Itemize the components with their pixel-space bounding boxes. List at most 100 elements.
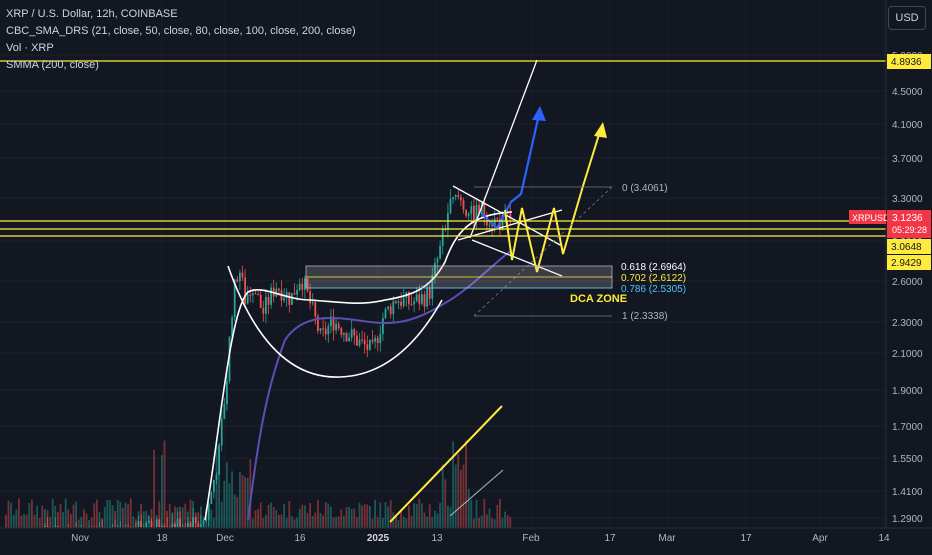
volume-bar-99 <box>262 518 264 528</box>
candle-body-83 <box>221 419 223 446</box>
yellow-projection-path <box>505 128 601 272</box>
candle-body-117 <box>309 291 311 303</box>
currency-button[interactable]: USD <box>888 6 926 30</box>
volume-bar-97 <box>257 509 259 528</box>
volume-bar-142 <box>374 500 376 528</box>
time-tick-3: 16 <box>294 533 306 544</box>
volume-bar-8 <box>26 515 28 528</box>
candle-body-58 <box>156 520 158 527</box>
volume-bar-83 <box>221 502 223 528</box>
price-axis[interactable]: 5.00004.50004.10003.70003.30002.90002.60… <box>886 0 932 550</box>
time-tick-8: Mar <box>658 533 676 544</box>
candlesticks <box>27 189 511 528</box>
symbol-tag-text: XRPUSD <box>852 213 890 223</box>
level-tag-3.0648-text: 3.0648 <box>891 242 922 253</box>
volume-bar-192 <box>504 512 506 528</box>
volume-bar-161 <box>424 513 426 528</box>
candle-body-101 <box>268 297 270 305</box>
candle-body-147 <box>387 306 389 308</box>
legend-indicator-smma[interactable]: SMMA (200, close) <box>6 57 356 74</box>
volume-bar-30 <box>83 509 85 528</box>
volume-bar-63 <box>169 504 171 528</box>
volume-bar-101 <box>268 505 270 528</box>
volume-bar-133 <box>351 509 353 528</box>
candle-body-93 <box>247 295 249 304</box>
volume-bar-23 <box>65 498 67 528</box>
volume-bar-1 <box>8 501 10 528</box>
candle-body-158 <box>416 294 418 301</box>
candle-body-168 <box>442 229 444 246</box>
price-tick-10: 1.7000 <box>892 422 923 433</box>
volume-bar-105 <box>278 515 280 528</box>
candle-body-112 <box>296 290 298 295</box>
candle-body-96 <box>255 293 257 294</box>
volume-bar-138 <box>364 504 366 528</box>
volume-bar-160 <box>421 503 423 528</box>
volume-bar-118 <box>312 516 314 528</box>
volume-bar-132 <box>348 507 350 528</box>
fib-label-0702: 0.702 (2.6122) <box>621 273 686 284</box>
volume-bar-108 <box>286 518 288 528</box>
candle-body-51 <box>138 521 140 527</box>
volume-bar-39 <box>106 500 108 528</box>
candle-body-160 <box>421 294 423 303</box>
volume-bar-5 <box>18 499 20 528</box>
candle-body-64 <box>171 524 173 527</box>
time-tick-2: Dec <box>216 533 234 544</box>
volume-bar-141 <box>372 519 374 528</box>
candle-body-61 <box>164 526 166 527</box>
time-tick-9: 17 <box>740 533 752 544</box>
candle-body-148 <box>390 306 392 314</box>
volume-bar-186 <box>489 509 491 528</box>
candle-body-102 <box>270 288 272 305</box>
candle-body-15 <box>44 526 46 527</box>
candle-body-67 <box>179 519 181 527</box>
volume-bar-168 <box>442 464 444 528</box>
volume-bar-131 <box>346 507 348 528</box>
candle-body-54 <box>145 523 147 527</box>
legend-symbol[interactable]: XRP / U.S. Dollar, 12h, COINBASE <box>6 6 356 23</box>
volume-bar-79 <box>210 509 212 528</box>
candle-body-84 <box>223 404 225 418</box>
candle-body-74 <box>197 523 199 527</box>
volume-bar-148 <box>390 500 392 528</box>
volume-bar-134 <box>353 508 355 528</box>
legend-indicator-sma[interactable]: CBC_SMA_DRS (21, close, 50, close, 80, c… <box>6 23 356 40</box>
volume-bar-95 <box>252 519 254 528</box>
candle-body-150 <box>395 301 397 303</box>
price-tick-7: 2.3000 <box>892 318 923 329</box>
candle-body-94 <box>249 295 251 296</box>
candle-body-139 <box>366 344 368 349</box>
candle-body-173 <box>455 195 457 197</box>
legend-indicator-volume[interactable]: Vol · XRP <box>6 40 356 57</box>
volume-bar-171 <box>450 507 452 528</box>
volume-bar-89 <box>236 497 238 528</box>
price-tick-8: 2.1000 <box>892 349 923 360</box>
volume-bar-87 <box>231 471 233 528</box>
candle-body-159 <box>418 294 420 303</box>
volume-bar-151 <box>398 520 400 528</box>
volume-bar-189 <box>496 505 498 528</box>
candle-body-189 <box>496 218 498 219</box>
volume-bar-31 <box>86 513 88 528</box>
candle-body-180 <box>473 206 475 222</box>
volume-bar-100 <box>265 515 267 528</box>
price-tick-13: 1.2900 <box>892 514 923 525</box>
time-tick-6: Feb <box>522 533 540 544</box>
blue-arrow-head <box>532 106 546 121</box>
candle-body-177 <box>465 210 467 216</box>
candle-body-81 <box>216 475 218 480</box>
volume-bar-156 <box>411 516 413 528</box>
volume-bar-9 <box>28 503 30 528</box>
volume-bar-104 <box>275 510 277 528</box>
candle-body-143 <box>377 338 379 343</box>
volume-bar-178 <box>468 489 470 528</box>
volume-bar-90 <box>239 472 241 528</box>
volume-bar-22 <box>62 512 64 528</box>
candle-body-128 <box>338 324 340 328</box>
volume-bar-147 <box>387 506 389 528</box>
candle-body-161 <box>424 294 426 306</box>
